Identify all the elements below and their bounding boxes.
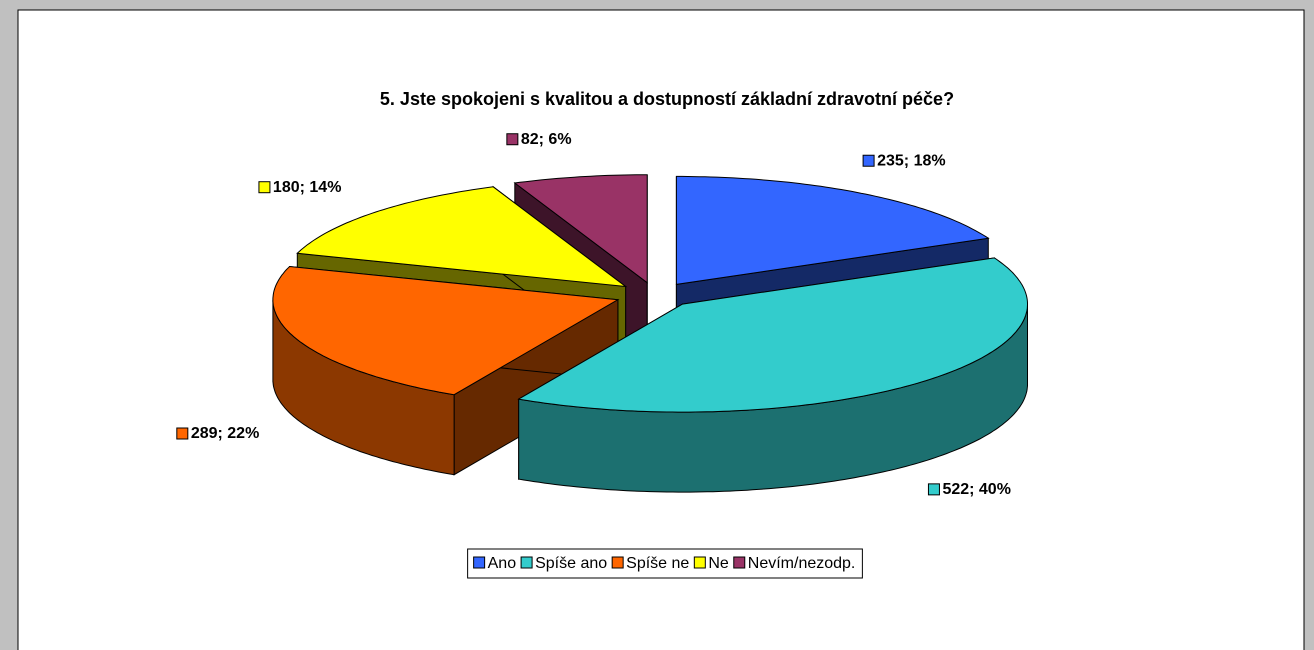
legend-label: Spíše ano	[535, 555, 607, 572]
legend-swatch	[733, 556, 746, 569]
legend-swatch	[611, 556, 624, 569]
legend-swatch	[693, 556, 706, 569]
data-label-swatch	[927, 483, 940, 496]
slice-top	[517, 257, 1028, 413]
pie-slice	[517, 257, 1028, 493]
data-label: 289; 22%	[191, 425, 260, 442]
data-label-swatch	[176, 427, 189, 440]
slice-top	[675, 175, 990, 285]
legend-swatch	[520, 556, 533, 569]
legend-label: Spíše ne	[626, 555, 689, 572]
data-label: 82; 6%	[521, 131, 572, 148]
pie-slice	[272, 265, 620, 476]
chart-title: 5. Jste spokojeni s kvalitou a dostupnos…	[380, 89, 954, 109]
legend-label: Ano	[488, 555, 517, 572]
data-label: 235; 18%	[877, 152, 946, 169]
legend-label: Nevím/nezodp.	[748, 555, 856, 572]
data-label: 180; 14%	[273, 179, 342, 196]
data-label-swatch	[258, 181, 271, 194]
data-label-swatch	[862, 154, 875, 167]
data-label: 522; 40%	[942, 481, 1011, 498]
legend-swatch	[473, 556, 486, 569]
slice-top	[296, 186, 628, 288]
slice-top	[272, 265, 620, 396]
legend-box	[467, 548, 863, 579]
data-label-swatch	[506, 133, 519, 146]
legend: Ano Spíše ano Spíše ne Ne Nevím/nezodp.	[467, 548, 863, 579]
slice-top	[513, 174, 648, 284]
legend-label: Ne	[708, 555, 729, 572]
